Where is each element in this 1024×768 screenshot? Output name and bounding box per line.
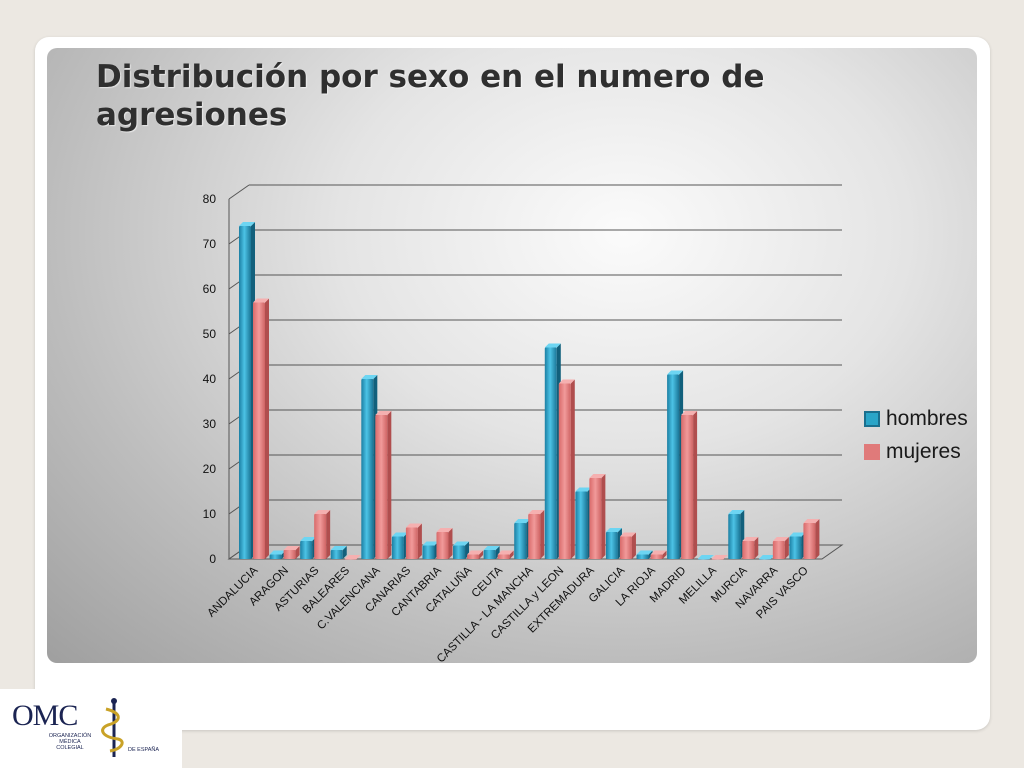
logo-line-3: COLEGIAL [56,745,84,751]
bar-mujeres-16 [742,537,759,559]
logo-subtitle: ORGANIZACIÓN MÉDICA COLEGIAL [40,733,100,751]
y-tick-label: 50 [203,327,217,341]
y-tick-label: 40 [203,372,217,386]
bar-mujeres-13 [650,550,667,559]
legend-item-hombres: hombres [864,402,968,435]
bar-hombres-3 [330,546,347,559]
bar-mujeres-2 [314,510,331,559]
bar-hombres-7 [453,541,470,559]
bar-mujeres-17 [772,537,789,559]
bar-mujeres-11 [589,474,606,559]
bar-hombres-8 [483,546,500,559]
legend-label-hombres: hombres [886,406,968,430]
logo-line-1: ORGANIZACIÓN [48,733,92,739]
y-tick-label: 10 [203,507,217,521]
legend-swatch-mujeres [864,443,880,460]
logo-suffix: DE ESPAÑA [128,747,160,753]
bar-hombres-5 [391,532,408,559]
legend-swatch-hombres [864,410,880,427]
y-tick-label: 30 [203,417,217,431]
bar-mujeres-4 [375,411,392,559]
bar-mujeres-12 [619,532,636,559]
grid-diag-80 [228,184,250,200]
legend-label-mujeres: mujeres [886,439,961,463]
bar-mujeres-6 [436,528,453,559]
logo-text: OMC [12,699,78,732]
bar-mujeres-3 [344,555,361,560]
gridlines [228,184,842,560]
bar-hombres-0 [239,222,255,559]
bar-mujeres-10 [558,379,575,559]
bar-mujeres-0 [253,298,269,559]
bar-mujeres-7 [467,550,484,559]
bar-hombres-17 [758,555,775,560]
bar-hombres-16 [728,510,745,559]
bar-hombres-12 [605,528,622,559]
y-tick-label: 20 [203,462,217,476]
bar-hombres-13 [636,550,653,559]
logo-line-2: MÉDICA [59,739,81,745]
bar-hombres-18 [789,532,806,559]
y-tick-label: 70 [203,237,217,251]
caduceus-icon [101,698,124,757]
bar-mujeres-15 [711,555,728,560]
bar-hombres-2 [300,537,317,559]
x-tick-label: ANDALUCIA [205,564,260,619]
y-tick-label: 60 [203,282,217,296]
bar-hombres-10 [544,343,561,559]
bar-mujeres-14 [681,411,698,559]
bars [239,222,820,560]
bar-mujeres-8 [497,550,514,559]
bar-hombres-11 [575,487,592,559]
bar-hombres-15 [697,555,714,560]
bar-mujeres-1 [283,546,300,559]
bar-hombres-6 [422,541,439,559]
bar-hombres-14 [667,370,684,559]
chart-legend: hombres mujeres [864,402,968,468]
bar-mujeres-18 [803,519,820,559]
y-tick-label: 80 [203,192,217,206]
omc-logo: OMC ORGANIZACIÓN MÉDICA COLEGIAL DE ESPA… [0,689,182,768]
slide-title: Distribución por sexo en el numero de ag… [96,59,765,133]
bar-mujeres-9 [528,510,545,559]
legend-item-mujeres: mujeres [864,435,968,468]
bar-hombres-4 [361,375,378,559]
bar-hombres-9 [514,519,531,559]
bar-mujeres-5 [405,523,422,559]
chart-panel [47,48,977,663]
y-tick-label: 0 [209,552,216,566]
